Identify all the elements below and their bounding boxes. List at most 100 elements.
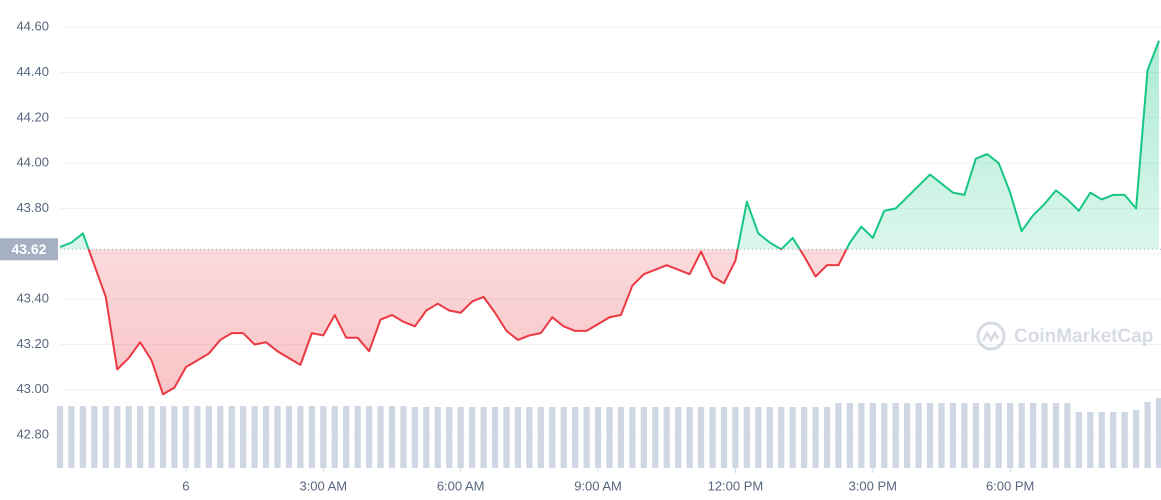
- volume-bar: [1144, 402, 1151, 468]
- x-tick-label: 6:00 AM: [437, 478, 485, 493]
- volume-bar: [720, 407, 728, 468]
- x-tick-label: 12:00 PM: [708, 478, 764, 493]
- volume-bar: [972, 403, 979, 468]
- x-tick-label: 6: [182, 478, 189, 493]
- volume-bar: [904, 403, 911, 468]
- y-tick-label: 44.00: [16, 155, 49, 170]
- volume-bar: [572, 407, 579, 468]
- volume-bar: [446, 407, 453, 468]
- volume-bar: [194, 406, 201, 468]
- volume-bar: [938, 403, 945, 468]
- volume-bar: [1132, 410, 1140, 468]
- x-tick-label: 3:00 PM: [849, 478, 897, 493]
- volume-bar: [1098, 412, 1105, 468]
- watermark: CoinMarketCap: [976, 321, 1153, 351]
- y-tick-label: 43.80: [16, 200, 49, 215]
- volume-bar: [560, 407, 567, 468]
- volume-bar: [91, 406, 98, 468]
- volume-bar: [583, 407, 590, 468]
- volume-bar: [262, 406, 270, 468]
- volume-bar: [320, 406, 327, 468]
- volume-bar: [457, 407, 464, 468]
- watermark-text: CoinMarketCap: [1014, 326, 1153, 347]
- volume-bar: [617, 407, 625, 468]
- volume-bar: [926, 403, 934, 468]
- volume-bar: [377, 406, 384, 468]
- volume-bar: [812, 407, 819, 468]
- volume-bar: [274, 406, 281, 468]
- volume-bar: [240, 406, 247, 468]
- price-line-down: [87, 249, 848, 396]
- volume-bar: [171, 406, 178, 468]
- volume-bar: [480, 407, 487, 468]
- volume-bar: [594, 407, 602, 468]
- volume-bar: [869, 403, 876, 468]
- volume-bar: [1110, 412, 1117, 468]
- x-tick-label: 9:00 AM: [574, 478, 622, 493]
- volume-bar: [125, 406, 132, 468]
- volume-bar: [503, 407, 510, 468]
- volume-bar: [354, 406, 361, 468]
- y-tick-label: 44.20: [16, 109, 49, 124]
- volume-bar: [789, 407, 796, 468]
- volume-bar: [778, 407, 785, 468]
- volume-bar: [892, 403, 899, 468]
- volume-bar: [56, 406, 64, 468]
- volume-bar: [1087, 412, 1094, 468]
- volume-bar: [984, 403, 991, 468]
- volume-bar: [1064, 403, 1071, 468]
- volume-bar: [68, 406, 75, 468]
- volume-bar: [629, 407, 636, 468]
- volume-bar: [1121, 412, 1128, 468]
- volume-bar: [182, 406, 190, 468]
- volume-bar: [388, 406, 396, 468]
- volume-bar: [343, 406, 350, 468]
- volume-bar: [675, 407, 682, 468]
- volume-bar: [961, 403, 968, 468]
- volume-bar: [652, 407, 659, 468]
- volume-bar: [365, 406, 373, 468]
- price-line-up: [59, 40, 1160, 250]
- volume-bar: [217, 406, 224, 468]
- volume-bar: [1155, 398, 1161, 468]
- volume-bar: [686, 407, 693, 468]
- volume-bar: [640, 407, 647, 468]
- volume-bar: [743, 407, 750, 468]
- volume-bar: [697, 407, 705, 468]
- volume-bar: [205, 406, 212, 468]
- volume-bar: [858, 403, 865, 468]
- volume-bar: [251, 406, 258, 468]
- y-tick-label: 43.20: [16, 336, 49, 351]
- volume-bar: [297, 406, 304, 468]
- volume-bar: [881, 403, 888, 468]
- area-down: [60, 249, 1159, 395]
- y-tick-label: 44.60: [16, 19, 49, 34]
- volume-bar: [148, 406, 155, 468]
- volume-bar: [1007, 403, 1014, 468]
- volume-bar: [823, 407, 831, 468]
- volume-bar: [663, 407, 670, 468]
- y-tick-label: 43.00: [16, 381, 49, 396]
- y-tick-label: 43.40: [16, 291, 49, 306]
- y-tick-label: 42.80: [16, 427, 49, 442]
- volume-bar: [732, 407, 739, 468]
- volume-bar: [159, 406, 167, 468]
- volume-bar: [400, 406, 407, 468]
- x-tick-label: 3:00 AM: [299, 478, 347, 493]
- volume-bar: [766, 407, 773, 468]
- volume-bar: [308, 406, 315, 468]
- volume-bar: [800, 407, 808, 468]
- volume-bar: [491, 407, 499, 468]
- volume-bar: [709, 407, 716, 468]
- volume-bar: [228, 406, 235, 468]
- volume-bar: [949, 403, 957, 468]
- x-tick-label: 6:00 PM: [986, 478, 1034, 493]
- volume-bar: [526, 407, 533, 468]
- volume-bar: [102, 406, 109, 468]
- volume-bar: [606, 407, 613, 468]
- volume-bar: [1041, 403, 1048, 468]
- volume-bar: [1029, 403, 1037, 468]
- baseline-tag: [0, 238, 58, 261]
- baseline-label: 43.62: [11, 241, 46, 257]
